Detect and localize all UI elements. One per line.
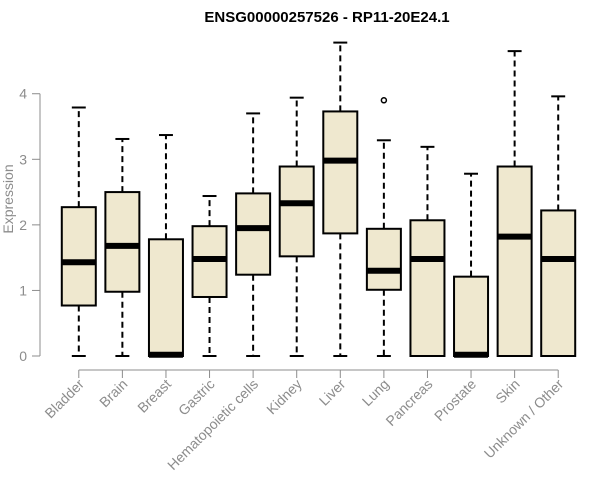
iqr-box	[322, 110, 359, 235]
box-liver	[322, 41, 359, 357]
boxes	[60, 41, 577, 358]
y-tick-label: 3	[19, 151, 27, 167]
iqr-box	[60, 206, 97, 307]
iqr-box	[365, 227, 402, 291]
box-brain	[104, 137, 141, 357]
x-tick-label: Pancreas	[382, 376, 435, 429]
x-tick-label: Unknown / Other	[481, 376, 567, 462]
x-tick-label: Liver	[316, 376, 349, 409]
box-kidney	[278, 96, 315, 357]
iqr-box	[104, 191, 141, 293]
x-tick-label: Bladder	[41, 376, 87, 422]
x-tick-label: Lung	[359, 376, 392, 409]
iqr-box	[540, 209, 577, 357]
iqr-box	[409, 219, 446, 357]
iqr-box	[453, 275, 490, 357]
iqr-box	[235, 192, 272, 276]
box-breast	[147, 134, 184, 358]
box-prostate	[453, 172, 490, 358]
y-tick-label: 0	[19, 348, 27, 364]
iqr-box	[147, 238, 184, 358]
box-pancreas	[409, 145, 446, 357]
outlier-point	[380, 97, 388, 104]
box-lung	[365, 97, 402, 357]
x-tick-label: Prostate	[431, 376, 479, 424]
box-bladder	[60, 106, 97, 357]
x-tick-label: Skin	[492, 376, 523, 407]
y-axis: 0 1 2 3 4	[19, 86, 41, 364]
y-tick-label: 2	[19, 217, 27, 233]
box-skin	[496, 50, 533, 357]
y-tick-label: 1	[19, 282, 27, 298]
y-axis-label: Expression	[0, 164, 16, 233]
box-hematopoietic-cells	[235, 112, 272, 357]
x-tick-label: Gastric	[175, 376, 218, 419]
box-unknown-other	[540, 95, 577, 357]
box-gastric	[191, 195, 228, 357]
chart-title: ENSG00000257526 - RP11-20E24.1	[204, 9, 449, 26]
y-tick-label: 4	[19, 86, 27, 102]
x-tick-label: Kidney	[263, 376, 305, 418]
x-tick-label: Breast	[134, 376, 174, 416]
iqr-box	[496, 165, 533, 357]
x-tick-label: Brain	[96, 376, 130, 410]
iqr-box	[278, 165, 315, 258]
